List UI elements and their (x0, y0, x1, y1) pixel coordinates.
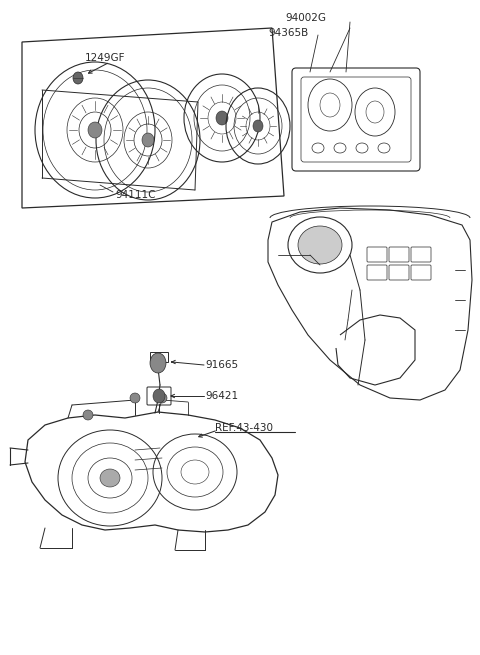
Text: 94111C: 94111C (115, 190, 156, 200)
Text: 94002G: 94002G (285, 13, 326, 23)
Ellipse shape (73, 72, 83, 84)
Text: 91665: 91665 (205, 360, 238, 370)
Ellipse shape (157, 393, 167, 403)
Ellipse shape (216, 111, 228, 125)
Ellipse shape (88, 122, 102, 138)
Ellipse shape (150, 353, 166, 373)
Text: 94365B: 94365B (268, 28, 308, 38)
Ellipse shape (298, 226, 342, 264)
Ellipse shape (130, 393, 140, 403)
Ellipse shape (142, 133, 154, 147)
Text: 96421: 96421 (205, 391, 238, 401)
Ellipse shape (100, 469, 120, 487)
Text: 1249GF: 1249GF (85, 53, 125, 63)
Ellipse shape (253, 120, 263, 132)
Ellipse shape (83, 410, 93, 420)
Text: REF.43-430: REF.43-430 (215, 423, 273, 433)
Ellipse shape (153, 389, 165, 403)
